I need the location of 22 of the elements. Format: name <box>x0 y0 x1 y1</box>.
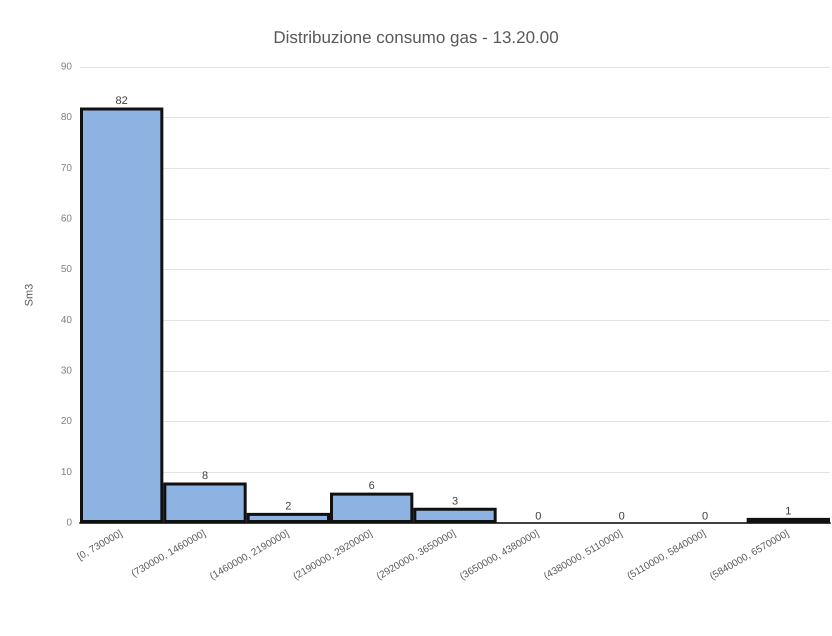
y-tick-label: 60 <box>60 214 72 224</box>
data-label: 6 <box>368 480 375 492</box>
y-tick-label: 10 <box>60 466 72 478</box>
y-tick-label: 0 <box>66 518 72 528</box>
y-tick-label: 70 <box>60 162 72 174</box>
y-tick-label: 50 <box>60 264 72 276</box>
data-label: 2 <box>285 500 292 512</box>
data-label: 3 <box>452 495 458 508</box>
data-label: 0 <box>702 510 708 522</box>
y-tick-label: 40 <box>60 314 72 326</box>
data-label: 0 <box>618 510 625 522</box>
y-axis-title: Sm3 <box>24 284 36 306</box>
y-tick-label: 20 <box>60 416 72 428</box>
data-label: 82 <box>116 95 128 108</box>
chart-title: Distribuzione consumo gas - 13.20.00 <box>273 28 559 47</box>
data-label: 1 <box>785 505 792 518</box>
data-label: 8 <box>202 470 208 482</box>
y-tick-label: 90 <box>60 62 72 72</box>
data-label: 0 <box>535 510 542 522</box>
y-tick-label: 30 <box>60 366 72 376</box>
bar <box>746 518 830 523</box>
y-tick-label: 80 <box>60 112 72 124</box>
